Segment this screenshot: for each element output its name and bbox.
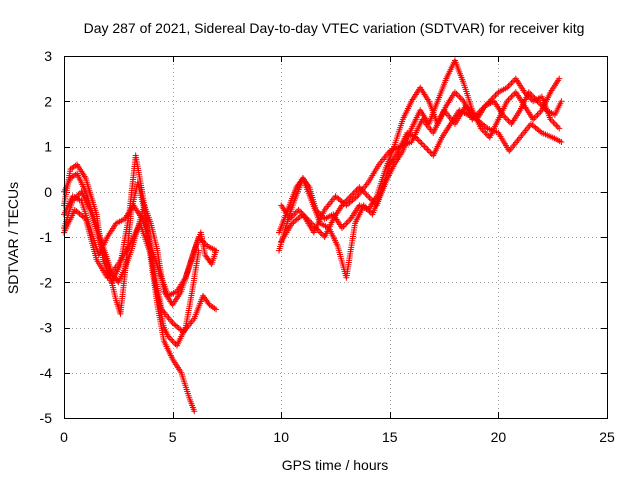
series-track-9 bbox=[278, 102, 565, 245]
grid bbox=[64, 56, 607, 418]
data-point bbox=[533, 113, 540, 120]
data-point bbox=[454, 92, 461, 99]
data-point bbox=[295, 206, 302, 213]
data-point bbox=[424, 146, 431, 153]
data-point bbox=[171, 339, 178, 346]
data-point bbox=[558, 138, 565, 145]
data-point bbox=[425, 148, 432, 155]
data-point bbox=[504, 116, 511, 123]
x-tick-label: 20 bbox=[491, 429, 507, 445]
data-point bbox=[213, 247, 220, 254]
data-point bbox=[344, 218, 351, 225]
data-point bbox=[506, 95, 513, 102]
data-point bbox=[456, 93, 463, 100]
y-tick-label: 0 bbox=[44, 184, 52, 200]
data-point bbox=[528, 92, 535, 99]
data-point bbox=[556, 125, 563, 132]
data-point bbox=[534, 111, 541, 118]
data-point bbox=[535, 110, 542, 117]
data-marks bbox=[61, 57, 565, 415]
data-point bbox=[318, 230, 325, 237]
data-point bbox=[365, 193, 372, 200]
data-point bbox=[291, 211, 298, 218]
data-point bbox=[483, 131, 490, 138]
axis-ticks: 0 5 10 15 20 25 -5 -4 -3 -2 -1 0 1 2 3 bbox=[40, 48, 615, 445]
x-axis-label: GPS time / hours bbox=[282, 457, 389, 473]
x-tick-label: 15 bbox=[382, 429, 398, 445]
data-point bbox=[317, 229, 324, 236]
data-point bbox=[421, 143, 428, 150]
y-tick-label: 1 bbox=[44, 139, 52, 155]
series-track-5 bbox=[61, 206, 220, 336]
series-track-4 bbox=[61, 193, 220, 299]
plot-frame bbox=[64, 56, 608, 419]
data-point bbox=[508, 93, 515, 100]
y-tick-label: -5 bbox=[40, 410, 53, 426]
data-point bbox=[554, 123, 561, 130]
y-axis-label: SDTVAR / TECUs bbox=[5, 182, 21, 294]
data-point bbox=[343, 220, 350, 227]
data-point bbox=[417, 138, 424, 145]
y-tick-label: -4 bbox=[40, 365, 53, 381]
chart-title: Day 287 of 2021, Sidereal Day-to-day VTE… bbox=[84, 20, 585, 36]
data-point bbox=[550, 119, 557, 126]
x-tick-label: 0 bbox=[60, 429, 68, 445]
data-point bbox=[191, 408, 198, 415]
data-point bbox=[427, 149, 434, 156]
x-tick-label: 5 bbox=[169, 429, 177, 445]
y-tick-label: -3 bbox=[40, 320, 53, 336]
data-point bbox=[457, 95, 464, 102]
x-tick-label: 10 bbox=[273, 429, 289, 445]
x-tick-label: 25 bbox=[599, 429, 615, 445]
data-point bbox=[169, 338, 176, 345]
data-point bbox=[423, 145, 429, 152]
y-tick-label: -1 bbox=[40, 229, 53, 245]
data-point bbox=[420, 141, 427, 148]
data-point bbox=[553, 122, 560, 129]
data-point bbox=[506, 81, 513, 88]
data-point bbox=[418, 140, 425, 147]
data-point bbox=[297, 208, 304, 215]
y-tick-label: 3 bbox=[44, 48, 52, 64]
data-point bbox=[551, 120, 558, 127]
data-point bbox=[341, 221, 348, 228]
data-point bbox=[415, 137, 422, 144]
y-tick-label: 2 bbox=[44, 93, 52, 109]
data-point bbox=[502, 114, 509, 121]
y-tick-label: -2 bbox=[40, 274, 53, 290]
series-track-7 bbox=[276, 89, 565, 281]
data-point bbox=[556, 75, 563, 82]
data-point bbox=[213, 306, 220, 313]
data-point bbox=[492, 92, 499, 99]
data-point bbox=[558, 98, 565, 105]
data-point bbox=[168, 336, 175, 343]
data-point bbox=[508, 80, 515, 87]
